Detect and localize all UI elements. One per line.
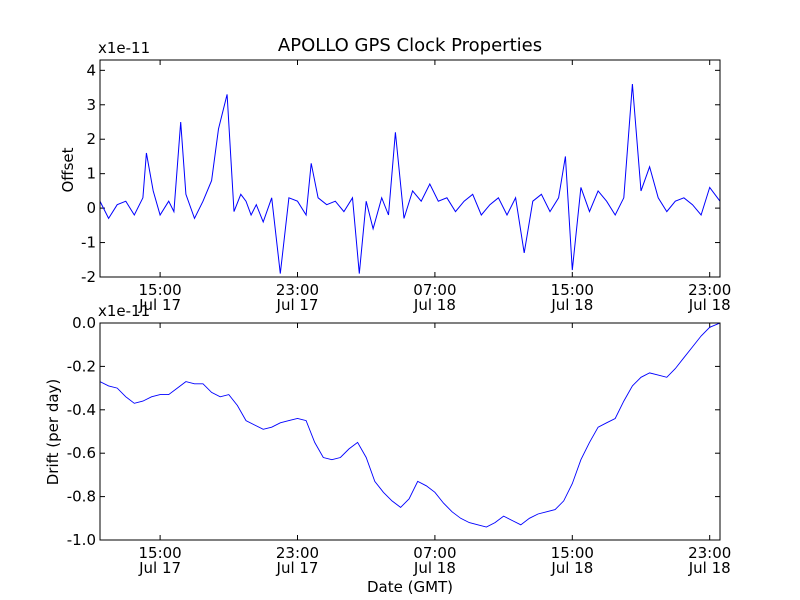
- top-x-tick-label-time: 15:00: [138, 281, 181, 299]
- bottom-y-tick-label: 0.0: [72, 314, 96, 332]
- bottom-x-axis-label: Date (GMT): [367, 578, 453, 596]
- bottom-y-tick-label: -0.6: [67, 444, 96, 462]
- bottom-series-line: [100, 323, 720, 528]
- bottom-x-tick-label-date: Jul 18: [688, 559, 731, 577]
- top-plot-frame: [99, 59, 721, 278]
- bottom-x-tick-label-date: Jul 18: [413, 559, 456, 577]
- bottom-y-axis-label: Drift (per day): [44, 379, 62, 486]
- top-series-line: [100, 84, 720, 274]
- bottom-x-tick-label-date: Jul 17: [138, 559, 181, 577]
- top-y-axis-label: Offset: [59, 147, 77, 192]
- top-x-tick-label-date: Jul 17: [276, 296, 319, 314]
- bottom-x-tick-label-time: 23:00: [688, 544, 731, 562]
- top-x-tick-label-time: 07:00: [413, 281, 456, 299]
- top-x-tick-label-time: 23:00: [688, 281, 731, 299]
- bottom-y-tick-label: -0.4: [67, 401, 96, 419]
- bottom-x-tick-label-time: 15:00: [138, 544, 181, 562]
- bottom-y-tick-label: -0.8: [67, 488, 96, 506]
- top-y-tick-label: 0: [86, 199, 96, 217]
- chart-title: APOLLO GPS Clock Properties: [278, 35, 542, 56]
- top-x-tick-label-date: Jul 18: [688, 296, 731, 314]
- top-x-tick-label-time: 23:00: [276, 281, 319, 299]
- bottom-x-tick-label-time: 15:00: [551, 544, 594, 562]
- top-x-tick-label-date: Jul 18: [413, 296, 456, 314]
- top-y-tick-label: 1: [86, 165, 96, 183]
- top-x-tick-label-date: Jul 18: [550, 296, 593, 314]
- top-y-tick-label: -1: [81, 234, 96, 252]
- top-y-multiplier: x1e-11: [98, 39, 150, 57]
- top-y-tick-label: 4: [86, 61, 96, 79]
- bottom-x-tick-label-time: 23:00: [276, 544, 319, 562]
- bottom-y-multiplier: x1e-11: [98, 302, 150, 320]
- top-y-tick-label: 3: [86, 96, 96, 114]
- top-y-tick-label: -2: [81, 268, 96, 286]
- bottom-y-tick-label: -1.0: [67, 531, 96, 549]
- bottom-x-tick-label-time: 07:00: [413, 544, 456, 562]
- top-x-tick-label-date: Jul 17: [138, 296, 181, 314]
- bottom-y-tick-label: -0.2: [67, 357, 96, 375]
- bottom-x-tick-label-date: Jul 18: [550, 559, 593, 577]
- top-x-tick-label-time: 15:00: [551, 281, 594, 299]
- bottom-x-tick-label-date: Jul 17: [276, 559, 319, 577]
- bottom-plot-frame: [99, 322, 721, 541]
- top-y-tick-label: 2: [86, 130, 96, 148]
